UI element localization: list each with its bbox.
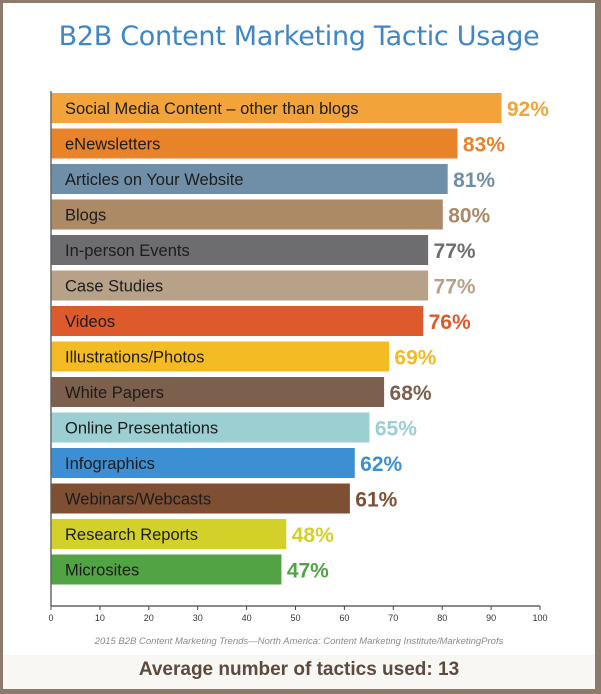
bar	[51, 377, 385, 407]
bar-category-label: White Papers	[65, 384, 164, 402]
bar-chart: Social Media Content – other than blogs 9…	[48, 91, 549, 623]
bar-value-label: 77%	[434, 240, 476, 263]
bar-value-label: 69%	[394, 347, 436, 370]
bar-category-label: In-person Events	[65, 242, 190, 260]
bar-value-label: 62%	[360, 453, 402, 476]
chart-panel: B2B Content Marketing Tactic Usage Socia…	[3, 3, 595, 655]
bar	[51, 448, 355, 478]
bar-category-label: Online Presentations	[65, 420, 218, 438]
x-tick-label: 60	[339, 613, 349, 623]
bar-category-label: Social Media Content – other than blogs	[65, 100, 359, 118]
bar	[51, 164, 448, 194]
bar	[51, 306, 424, 336]
bar	[51, 519, 287, 549]
x-tick-label: 90	[486, 613, 496, 623]
bar-value-label: 61%	[355, 489, 397, 512]
bar-value-label: 92%	[507, 98, 549, 121]
bar-category-label: Case Studies	[65, 278, 163, 296]
bar-category-label: Blogs	[65, 207, 106, 225]
bar	[51, 483, 350, 514]
bar-category-label: Research Reports	[65, 526, 198, 544]
bar-category-label: Videos	[65, 313, 115, 331]
bar-value-label: 83%	[463, 134, 505, 157]
bar	[51, 412, 370, 443]
x-tick-label: 80	[437, 613, 447, 623]
bar-category-label: Articles on Your Website	[65, 171, 244, 189]
bar	[51, 93, 502, 123]
bar-value-label: 68%	[390, 382, 432, 405]
x-tick-label: 40	[242, 613, 252, 623]
bar-value-label: 48%	[292, 524, 334, 547]
bar	[51, 199, 443, 230]
x-tick-label: 10	[95, 613, 105, 623]
bar-category-label: Infographics	[65, 455, 155, 473]
bar-value-label: 65%	[375, 418, 417, 441]
x-tick-label: 20	[144, 613, 154, 623]
chart-frame: B2B Content Marketing Tactic Usage Socia…	[3, 3, 595, 689]
bar	[51, 270, 429, 301]
bar	[51, 128, 458, 159]
bar-value-label: 47%	[287, 560, 329, 583]
bar-category-label: Microsites	[65, 562, 139, 580]
x-tick-label: 100	[532, 613, 547, 623]
source-note: 2015 B2B Content Marketing Trends—North …	[94, 636, 504, 647]
bar-value-label: 80%	[448, 205, 490, 228]
x-tick-label: 30	[193, 613, 203, 623]
bar-value-label: 77%	[434, 276, 476, 299]
bar	[51, 235, 429, 265]
x-tick-label: 70	[388, 613, 398, 623]
bar	[51, 554, 282, 585]
bar-category-label: eNewsletters	[65, 136, 160, 154]
footer-stat: Average number of tactics used: 13	[138, 659, 460, 680]
bar	[51, 341, 390, 372]
chart-title: B2B Content Marketing Tactic Usage	[58, 21, 540, 52]
bar-value-label: 76%	[429, 311, 471, 334]
x-tick-label: 0	[48, 613, 53, 623]
x-tick-label: 50	[290, 613, 300, 623]
bar-value-label: 81%	[453, 169, 495, 192]
bar-category-label: Illustrations/Photos	[65, 349, 204, 367]
bar-category-label: Webinars/Webcasts	[65, 491, 211, 509]
